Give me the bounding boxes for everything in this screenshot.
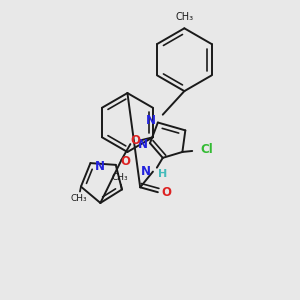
Text: H: H — [158, 169, 167, 178]
Text: N: N — [138, 138, 148, 151]
Text: N: N — [146, 114, 156, 127]
Text: Cl: Cl — [200, 143, 213, 157]
Text: CH₃: CH₃ — [71, 194, 87, 203]
Text: O: O — [121, 155, 131, 168]
Text: CH₃: CH₃ — [112, 172, 128, 182]
Text: O: O — [130, 134, 140, 147]
Text: CH₃: CH₃ — [175, 12, 194, 22]
Text: N: N — [95, 160, 105, 172]
Text: N: N — [141, 165, 151, 178]
Text: O: O — [162, 186, 172, 199]
